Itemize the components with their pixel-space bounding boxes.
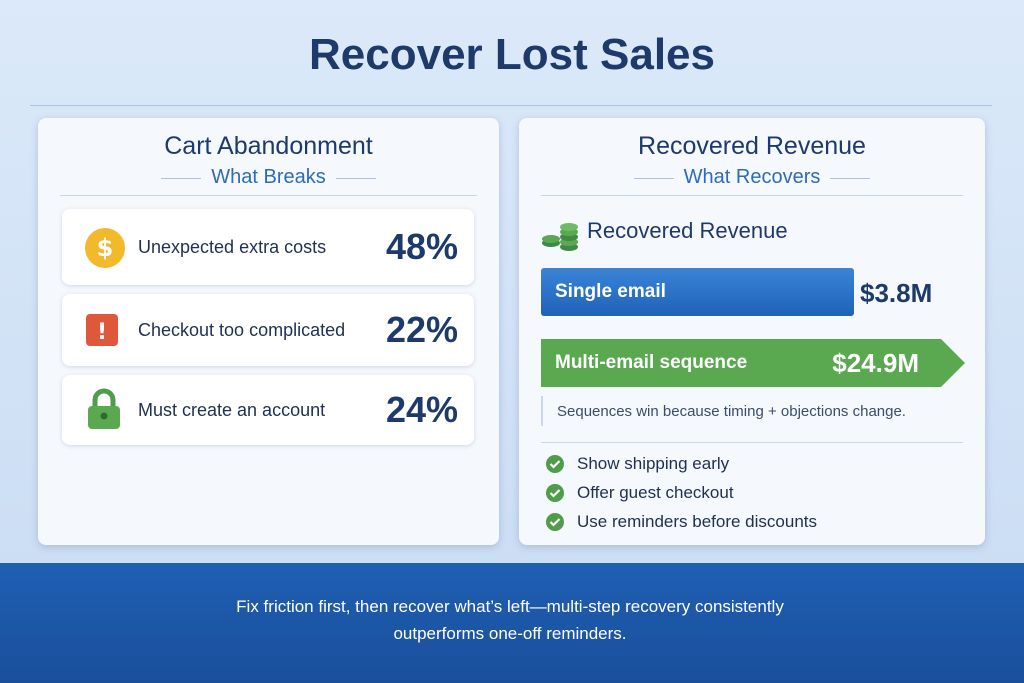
check-item: Show shipping early <box>545 454 729 474</box>
card-subtitle: What Recovers <box>519 166 985 189</box>
card-subtitle-text: What Breaks <box>161 166 377 189</box>
check-icon <box>546 484 564 502</box>
check-icon <box>546 513 564 531</box>
svg-text:!: ! <box>97 320 107 345</box>
lock-icon <box>88 388 120 429</box>
check-text: Offer guest checkout <box>577 483 734 502</box>
check-text: Use reminders before discounts <box>577 512 818 531</box>
check-icon <box>546 455 564 473</box>
card-title: Cart Abandonment <box>164 132 373 160</box>
check-item: Use reminders before discounts <box>545 512 817 532</box>
svg-text:$: $ <box>97 234 114 262</box>
divider <box>60 195 477 196</box>
reason-label: Must create an account <box>138 399 326 420</box>
bar: Multi-email sequence $24.9M <box>541 339 941 387</box>
reason-value: 22% <box>385 309 458 350</box>
reason-label: Checkout too complicated <box>138 319 346 340</box>
right-card: Recovered Revenue What Recovers Recovere… <box>519 118 985 545</box>
card-subtitle-text: What Recovers <box>633 166 871 189</box>
arrow-bar <box>541 339 965 387</box>
footer: Fix friction first, then recover what’s … <box>0 563 1024 683</box>
check-text: Show shipping early <box>577 454 730 473</box>
coins-icon <box>542 223 578 251</box>
reason-row: ! Checkout too complicated 22% <box>62 294 474 366</box>
alert-icon: ! <box>86 314 118 346</box>
reason-value: 48% <box>385 226 458 267</box>
reason-row: Must create an account 24% <box>62 375 474 445</box>
section-title: Recovered Revenue <box>587 218 788 243</box>
page-title: Recover Lost Sales <box>309 30 715 79</box>
bar: Single email <box>541 268 854 316</box>
card-title: Recovered Revenue <box>638 132 866 160</box>
note: Sequences win because timing + objection… <box>541 396 906 426</box>
divider <box>30 105 992 106</box>
check-item: Offer guest checkout <box>545 483 734 503</box>
footer-text: Fix friction first, then recover what’s … <box>236 597 784 643</box>
bar-label: Multi-email sequence <box>555 352 748 373</box>
reason-value: 24% <box>385 389 458 430</box>
left-card: Cart Abandonment What Breaks $ Unexpecte… <box>38 118 499 545</box>
reason-row: $ Unexpected extra costs 48% <box>62 209 474 285</box>
bar-label: Single email <box>555 281 666 302</box>
divider <box>541 442 963 443</box>
bar-value: $24.9M <box>832 347 919 378</box>
card-subtitle: What Breaks <box>38 166 499 189</box>
bar-value: $3.8M <box>860 278 933 308</box>
dollar-icon: $ <box>85 228 125 268</box>
divider <box>541 195 963 196</box>
reason-label: Unexpected extra costs <box>138 236 327 257</box>
